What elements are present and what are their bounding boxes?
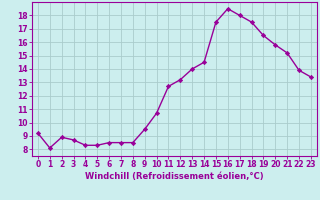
X-axis label: Windchill (Refroidissement éolien,°C): Windchill (Refroidissement éolien,°C) (85, 172, 264, 181)
